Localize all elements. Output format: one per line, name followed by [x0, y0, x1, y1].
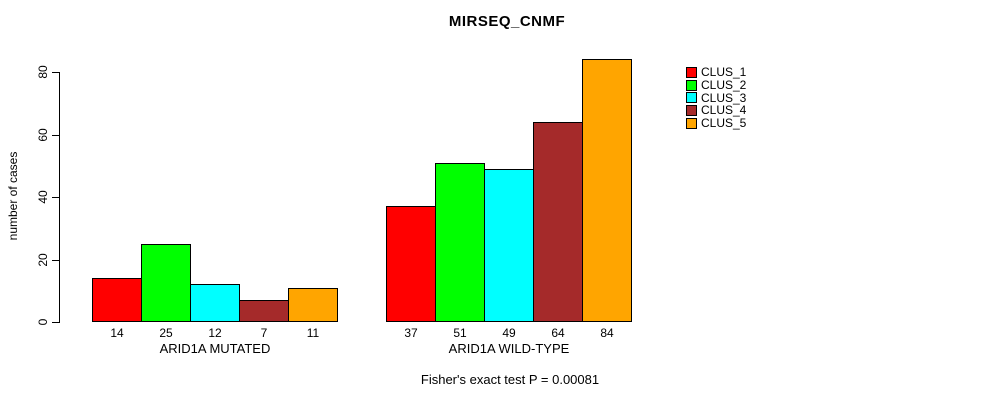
legend-item: CLUS_5 — [686, 117, 746, 130]
bar-clus_4-group2 — [533, 122, 583, 322]
bar-clus_2-group2 — [435, 163, 485, 322]
legend-item: CLUS_3 — [686, 91, 746, 104]
group-label-mutated: ARID1A MUTATED — [159, 341, 271, 356]
bar-value-label: 7 — [260, 326, 268, 340]
legend-swatch — [686, 66, 697, 78]
legend: CLUS_1 CLUS_2 CLUS_3 CLUS_4 CLUS_5 — [686, 66, 746, 129]
y-axis-tick-label: 40 — [36, 190, 50, 204]
bar-clus_2-group1 — [141, 244, 191, 322]
legend-item: CLUS_1 — [686, 66, 746, 79]
y-axis-title: number of cases — [6, 151, 20, 241]
bar-value-label: 64 — [551, 326, 565, 340]
bar-value-label: 37 — [404, 326, 418, 340]
bar-clus_3-group2 — [484, 169, 534, 322]
bar-clus_5-group1 — [288, 288, 338, 322]
y-axis-tick — [52, 260, 59, 261]
chart-title: MIRSEQ_CNMF — [448, 13, 566, 30]
y-axis-tick-label: 80 — [36, 65, 50, 79]
legend-label: CLUS_2 — [701, 78, 747, 93]
legend-item: CLUS_2 — [686, 79, 746, 92]
y-axis-tick — [52, 197, 59, 198]
legend-swatch — [686, 104, 697, 116]
legend-label: CLUS_1 — [701, 65, 747, 80]
legend-swatch — [686, 92, 697, 104]
group-label-wild-type: ARID1A WILD-TYPE — [448, 341, 570, 356]
y-axis-tick-label: 20 — [36, 253, 50, 267]
bar-value-label: 14 — [110, 326, 124, 340]
legend-label: CLUS_3 — [701, 90, 747, 105]
bar-clus_1-group2 — [386, 206, 436, 322]
y-axis-tick-label: 60 — [36, 128, 50, 142]
bar-value-label: 84 — [600, 326, 614, 340]
fisher-test-note: Fisher's exact test P = 0.00081 — [420, 372, 600, 387]
bar-clus_1-group1 — [92, 278, 142, 322]
legend-label: CLUS_5 — [701, 116, 747, 131]
bar-value-label: 12 — [208, 326, 222, 340]
y-axis-tick — [52, 322, 59, 323]
y-axis-tick-label: 0 — [36, 318, 50, 326]
legend-item: CLUS_4 — [686, 104, 746, 117]
bar-clus_5-group2 — [582, 59, 632, 322]
bar-value-label: 25 — [159, 326, 173, 340]
bar-clus_3-group1 — [190, 284, 240, 322]
bar-value-label: 11 — [306, 326, 320, 340]
bar-clus_4-group1 — [239, 300, 289, 322]
legend-swatch — [686, 117, 697, 129]
y-axis-tick — [52, 135, 59, 136]
legend-swatch — [686, 79, 697, 91]
bar-value-label: 49 — [502, 326, 516, 340]
y-axis-line — [59, 72, 60, 323]
legend-label: CLUS_4 — [701, 103, 747, 118]
y-axis-tick — [52, 72, 59, 73]
bar-value-label: 51 — [453, 326, 467, 340]
